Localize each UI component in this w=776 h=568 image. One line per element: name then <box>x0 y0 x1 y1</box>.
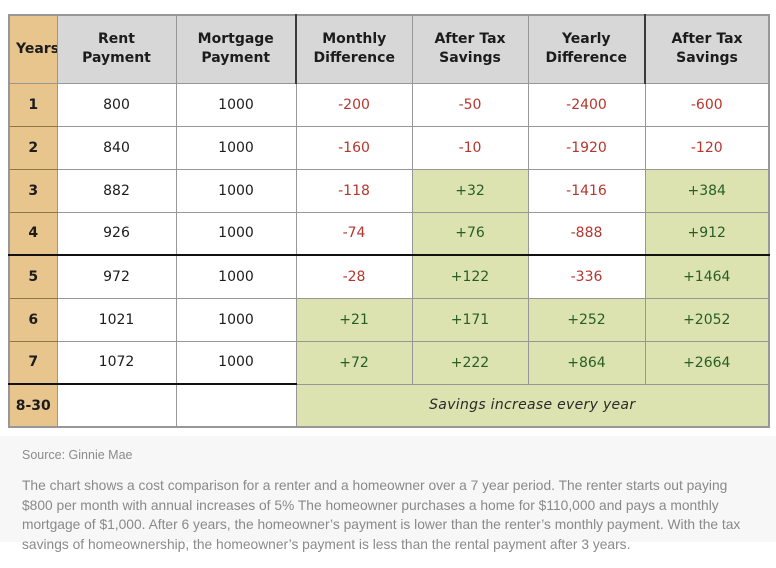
value-cell: 1021 <box>56 297 177 342</box>
value-cell: +171 <box>411 297 529 342</box>
value-cell: +32 <box>411 168 529 213</box>
table-row: 5 972 1000 -28 +122 -336 +1464 <box>8 254 770 299</box>
table-row: 3 882 1000 -118 +32 -1416 +384 <box>8 168 770 213</box>
year-cell: 8-30 <box>8 383 58 428</box>
rent-vs-mortgage-table: Years Rent Payment Mortgage Payment Monthly… <box>8 14 770 428</box>
value-cell: -74 <box>295 211 413 256</box>
year-cell: 3 <box>8 168 58 213</box>
value-cell: +222 <box>411 340 529 385</box>
value-cell: +384 <box>644 168 770 213</box>
value-cell: +1464 <box>644 254 770 299</box>
value-cell: +72 <box>295 340 413 385</box>
value-cell: -28 <box>295 254 413 299</box>
value-cell: 882 <box>56 168 177 213</box>
value-cell: 1000 <box>175 168 297 213</box>
value-cell: -200 <box>295 82 413 127</box>
merged-note-cell: Savings increase every year <box>295 383 770 428</box>
value-cell: -336 <box>527 254 646 299</box>
column-header-6: After Tax Savings <box>644 14 770 84</box>
value-cell: 1000 <box>175 125 297 170</box>
column-header-0: Years <box>8 14 58 84</box>
table-row: 2 840 1000 -160 -10 -1920 -120 <box>8 125 770 170</box>
value-cell: +2664 <box>644 340 770 385</box>
year-cell: 6 <box>8 297 58 342</box>
value-cell: -600 <box>644 82 770 127</box>
column-header-3: Monthly Difference <box>295 14 413 84</box>
year-cell: 5 <box>8 254 58 299</box>
chart-description: The chart shows a cost comparison for a … <box>22 478 741 552</box>
value-cell: 926 <box>56 211 177 256</box>
value-cell: 1000 <box>175 82 297 127</box>
value-cell: -10 <box>411 125 529 170</box>
value-cell: -120 <box>644 125 770 170</box>
value-cell <box>175 383 297 428</box>
value-cell: 972 <box>56 254 177 299</box>
value-cell: 1000 <box>175 211 297 256</box>
source-note: Source: Ginnie Mae <box>22 448 133 462</box>
table-row: 7 1072 1000 +72 +222 +864 +2664 <box>8 340 770 385</box>
value-cell: +122 <box>411 254 529 299</box>
value-cell: +2052 <box>644 297 770 342</box>
column-header-1: Rent Payment <box>56 14 177 84</box>
header-row: Years Rent Payment Mortgage Payment Monthly… <box>8 14 770 84</box>
table-row: 8-30 Savings increase every year <box>8 383 770 428</box>
value-cell: +864 <box>527 340 646 385</box>
value-cell: 1000 <box>175 297 297 342</box>
column-header-4: After Tax Savings <box>411 14 529 84</box>
value-cell: -118 <box>295 168 413 213</box>
value-cell: -1920 <box>527 125 646 170</box>
value-cell: 840 <box>56 125 177 170</box>
value-cell: +912 <box>644 211 770 256</box>
year-cell: 4 <box>8 211 58 256</box>
value-cell: +21 <box>295 297 413 342</box>
footer: Source: Ginnie Mae The chart shows a cos… <box>0 436 776 552</box>
value-cell: 800 <box>56 82 177 127</box>
value-cell <box>56 383 177 428</box>
value-cell: 1000 <box>175 254 297 299</box>
table-row: 6 1021 1000 +21 +171 +252 +2052 <box>8 297 770 342</box>
column-header-2: Mortgage Payment <box>175 14 297 84</box>
value-cell: +252 <box>527 297 646 342</box>
value-cell: -160 <box>295 125 413 170</box>
value-cell: +76 <box>411 211 529 256</box>
value-cell: -1416 <box>527 168 646 213</box>
year-cell: 1 <box>8 82 58 127</box>
comparison-table-container: Years Rent Payment Mortgage Payment Monthly… <box>8 14 770 428</box>
value-cell: 1072 <box>56 340 177 385</box>
year-cell: 2 <box>8 125 58 170</box>
table-body: 1 800 1000 -200 -50 -2400 -600 2 840 1000 -160 -10-… <box>8 82 770 428</box>
value-cell: -2400 <box>527 82 646 127</box>
value-cell: 1000 <box>175 340 297 385</box>
value-cell: -50 <box>411 82 529 127</box>
table-row: 1 800 1000 -200 -50 -2400 -600 <box>8 82 770 127</box>
year-cell: 7 <box>8 340 58 385</box>
table-header: Years Rent Payment Mortgage Payment Monthly… <box>8 14 770 84</box>
column-header-5: Yearly Difference <box>527 14 646 84</box>
table-row: 4 926 1000 -74 +76 -888 +912 <box>8 211 770 256</box>
value-cell: -888 <box>527 211 646 256</box>
